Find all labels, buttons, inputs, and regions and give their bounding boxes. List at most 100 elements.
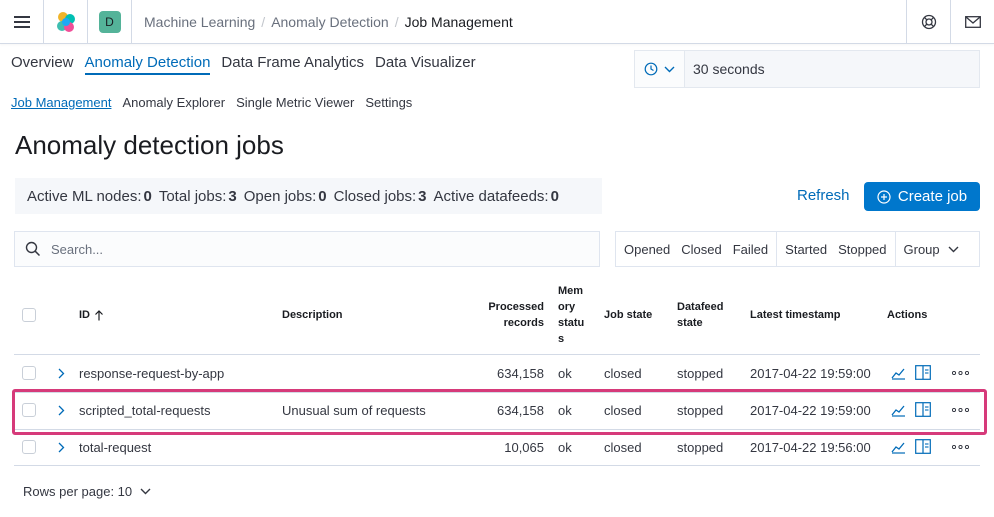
memory-status: ok (558, 366, 572, 381)
group-filter-dropdown[interactable]: Group (896, 232, 967, 266)
job-id[interactable]: scripted_total-requests (79, 403, 211, 418)
chevron-right-icon[interactable] (58, 442, 65, 453)
column-header-latest-timestamp[interactable]: Latest timestamp (750, 309, 841, 321)
more-actions-icon[interactable] (952, 445, 969, 449)
rows-per-page-label: Rows per page: 10 (23, 484, 133, 499)
table-divider (14, 354, 980, 355)
help-lifebuoy-icon (921, 14, 936, 30)
header-line: Processed (488, 301, 544, 313)
datafeed-state: stopped (677, 366, 724, 381)
column-header-id-label: ID (79, 309, 90, 321)
space-avatar: D (98, 10, 121, 33)
latest-timestamp: 2017-04-22 19:56:00 (750, 440, 871, 455)
highlight-annotation (12, 389, 987, 435)
more-actions-icon[interactable] (952, 371, 969, 375)
tab-anomaly-detection[interactable]: Anomaly Detection (84, 54, 211, 75)
header-line: ory (558, 301, 576, 313)
header-line: statu (558, 317, 585, 329)
select-all-checkbox[interactable] (22, 308, 36, 322)
tab-data-visualizer[interactable]: Data Visualizer (374, 54, 476, 71)
tab-data-frame-analytics[interactable]: Data Frame Analytics (221, 54, 364, 71)
job-id[interactable]: total-request (79, 440, 152, 455)
job-description: Unusual sum of requests (282, 403, 426, 418)
page-title: Anomaly detection jobs (15, 130, 284, 160)
row-checkbox[interactable] (22, 403, 36, 417)
help-button[interactable] (906, 0, 950, 44)
anomaly-explorer-icon[interactable] (891, 366, 906, 380)
main-tabs: Overview Anomaly Detection Data Frame An… (11, 54, 476, 75)
breadcrumb-item[interactable]: Anomaly Detection (271, 13, 389, 30)
job-state: closed (604, 366, 642, 381)
single-metric-viewer-icon[interactable] (915, 402, 931, 417)
table-divider (14, 429, 980, 430)
header-line: state (677, 317, 703, 329)
stat-value: 0 (550, 187, 559, 205)
search-input[interactable] (51, 241, 571, 257)
header-line: Datafeed (677, 301, 724, 313)
column-header-actions: Actions (887, 309, 928, 321)
chevron-right-icon[interactable] (58, 368, 65, 379)
row-checkbox[interactable] (22, 366, 36, 380)
refresh-interval-button[interactable] (635, 51, 685, 87)
search-icon (25, 241, 41, 257)
column-header-description[interactable]: Description (282, 309, 343, 321)
breadcrumb-item[interactable]: Machine Learning (144, 13, 256, 30)
job-stats-bar: Active ML nodes: 0 Total jobs: 3 Open jobs… (15, 178, 602, 214)
single-metric-viewer-icon[interactable] (915, 365, 931, 380)
stat-value: 0 (318, 187, 327, 205)
anomaly-explorer-icon[interactable] (891, 440, 906, 454)
breadcrumb-separator: / (261, 13, 266, 30)
refresh-interval-value: 30 seconds (693, 61, 765, 77)
search-bar (14, 231, 600, 267)
single-metric-viewer-icon[interactable] (915, 439, 931, 454)
space-selector[interactable]: D (88, 0, 132, 44)
chevron-down-icon (948, 246, 959, 252)
filter-closed[interactable]: Closed (681, 241, 722, 257)
plus-in-circle-icon (877, 189, 891, 204)
column-header-processed-records[interactable]: Processed records (482, 299, 544, 331)
stat-value: 0 (143, 187, 152, 205)
sub-tabs: Job Management Anomaly Explorer Single M… (11, 95, 412, 110)
latest-timestamp: 2017-04-22 19:59:00 (750, 366, 871, 381)
refresh-button[interactable]: Refresh (797, 187, 850, 204)
breadcrumb-item-current: Job Management (404, 13, 513, 30)
newsfeed-button[interactable] (950, 0, 994, 44)
stat-label: Total jobs: (158, 187, 227, 205)
tab-single-metric-viewer[interactable]: Single Metric Viewer (236, 95, 355, 110)
job-state: closed (604, 403, 642, 418)
job-id[interactable]: response-request-by-app (79, 366, 225, 381)
tab-settings[interactable]: Settings (365, 95, 413, 110)
create-job-button[interactable]: Create job (864, 182, 980, 211)
anomaly-explorer-icon[interactable] (891, 403, 906, 417)
row-checkbox[interactable] (22, 440, 36, 454)
processed-records: 634,158 (497, 366, 544, 381)
filter-failed[interactable]: Failed (732, 241, 769, 257)
stat-value: 3 (228, 187, 237, 205)
filter-opened[interactable]: Opened (624, 241, 671, 257)
chevron-down-icon (140, 488, 151, 495)
column-header-memory-status[interactable]: Mem ory statu s (558, 283, 584, 347)
stat-label: Closed jobs: (333, 187, 417, 205)
table-divider (14, 465, 980, 466)
filter-started[interactable]: Started (785, 241, 828, 257)
top-header: D Machine Learning / Anomaly Detection /… (0, 0, 994, 44)
column-header-id[interactable]: ID (79, 307, 104, 323)
column-header-job-state[interactable]: Job state (604, 309, 653, 321)
hamburger-icon (13, 20, 30, 23)
column-header-datafeed-state[interactable]: Datafeed state (677, 299, 723, 331)
more-actions-icon[interactable] (952, 408, 969, 412)
menu-button[interactable] (0, 0, 44, 44)
processed-records: 634,158 (497, 403, 544, 418)
elastic-logo-icon (56, 11, 75, 32)
breadcrumb: Machine Learning / Anomaly Detection / J… (132, 14, 513, 30)
tab-overview[interactable]: Overview (11, 54, 74, 71)
filter-stopped[interactable]: Stopped (838, 241, 887, 257)
elastic-logo[interactable] (44, 0, 88, 44)
tab-anomaly-explorer[interactable]: Anomaly Explorer (122, 95, 226, 110)
rows-per-page-selector[interactable]: Rows per page: 10 (23, 484, 151, 499)
chevron-right-icon[interactable] (58, 405, 65, 416)
processed-records: 10,065 (504, 440, 544, 455)
stat-label: Active datafeeds: (433, 187, 549, 205)
tab-job-management[interactable]: Job Management (11, 95, 112, 110)
table-divider (14, 392, 980, 393)
